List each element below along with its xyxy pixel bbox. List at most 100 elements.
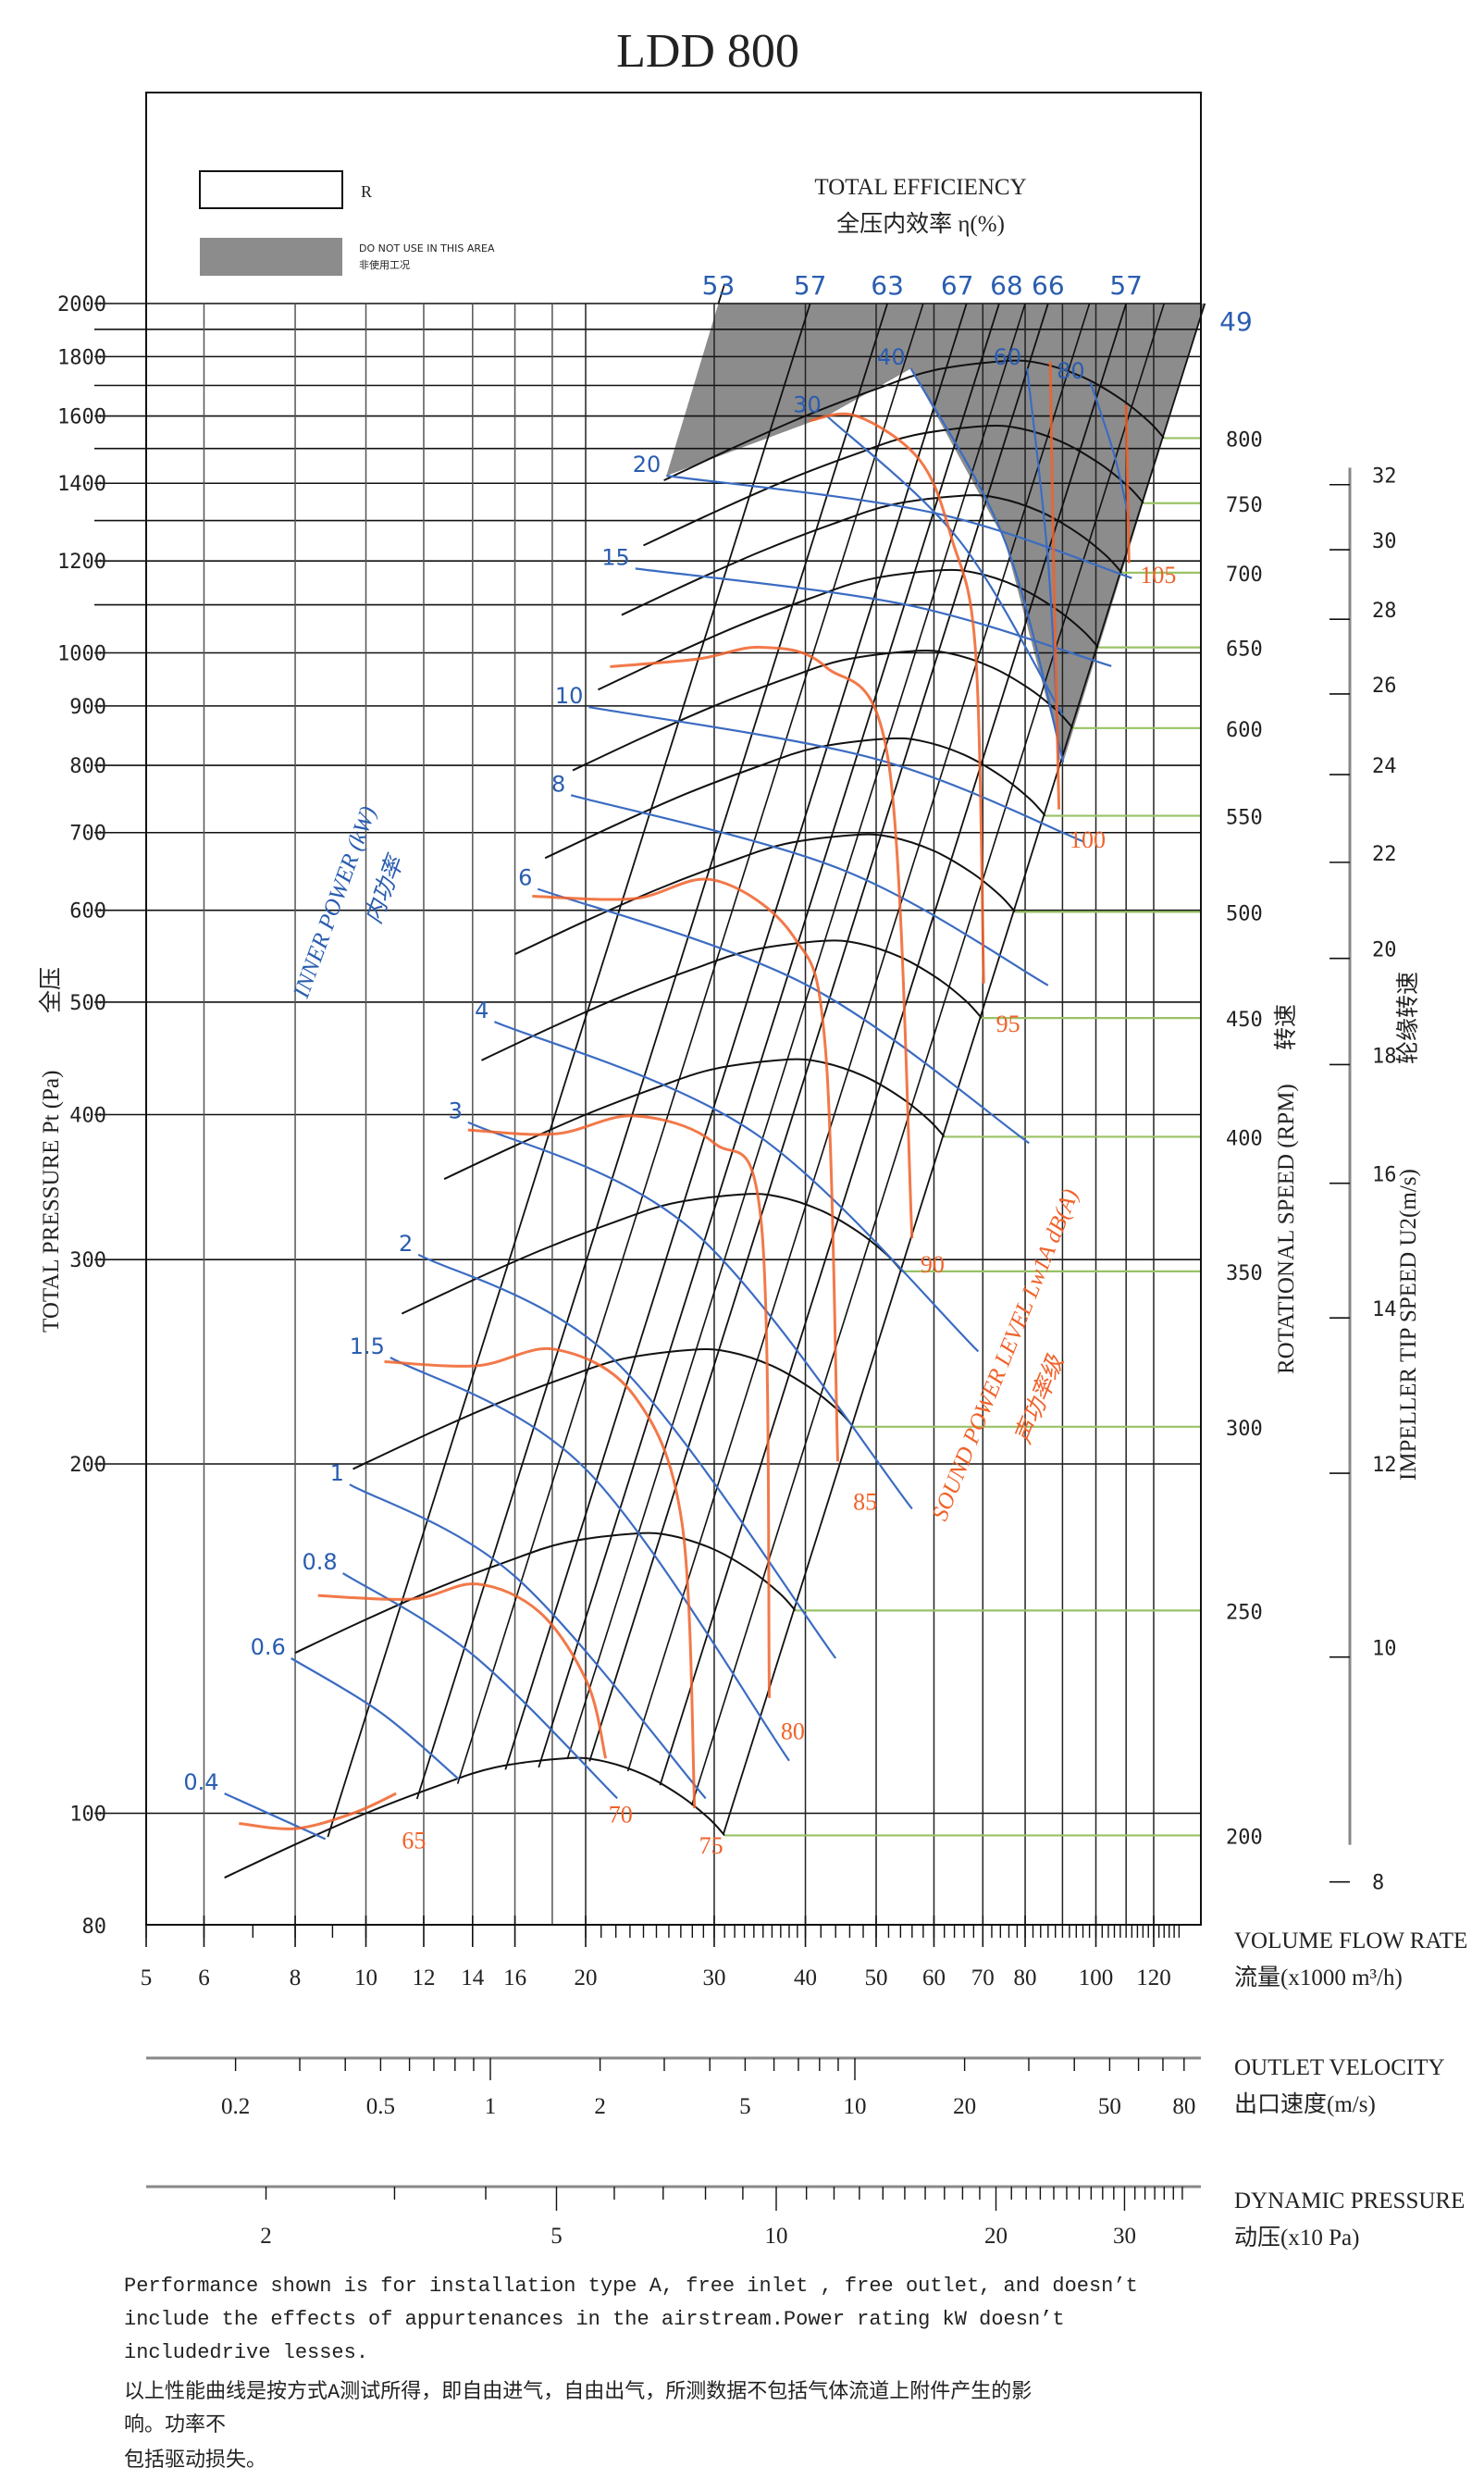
noise-label: 95 — [996, 1011, 1020, 1037]
noise-label: 70 — [609, 1801, 633, 1828]
legend-swatch-forbidden — [200, 238, 342, 276]
x-axis-title-cn: 流量(x1000 m³/h) — [1234, 1965, 1403, 1990]
x-tick-label: 16 — [503, 1965, 526, 1990]
noise-label: 90 — [921, 1251, 945, 1278]
y-tick-label: 1800 — [57, 346, 106, 369]
power-curve-30 — [825, 415, 1064, 716]
tip-speed-tick-label: 32 — [1372, 465, 1397, 489]
efficiency-title-cn: 全压内效率 η(%) — [836, 211, 1005, 237]
tip-speed-tick-label: 14 — [1372, 1298, 1397, 1321]
efficiency-ray — [415, 303, 888, 1800]
rpm-label: 800 — [1226, 428, 1263, 452]
velocity-axis-title-cn: 出口速度(m/s) — [1234, 2091, 1376, 2117]
power-curve-2 — [417, 1253, 837, 1659]
efficiency-ray — [538, 303, 1000, 1768]
x-tick-label: 60 — [922, 1965, 946, 1990]
rpm-label: 450 — [1226, 1009, 1263, 1032]
y-tick-label: 300 — [69, 1249, 106, 1272]
footnote-line: include the effects of appurtenances in … — [124, 2308, 1065, 2331]
y-axis-title: TOTAL PRESSURE Pt (Pa) — [39, 1071, 64, 1333]
tip-speed-axis-title: IMPELLER TIP SPEED U2(m/s) — [1396, 1169, 1421, 1481]
velocity-tick-label: 80 — [1172, 2094, 1195, 2119]
efficiency-label: 57 — [1109, 270, 1143, 301]
velocity-tick-label: 10 — [844, 2094, 867, 2119]
power-label: 6 — [518, 865, 532, 891]
power-curve-4 — [493, 1021, 980, 1353]
tip-speed-tick-label: 12 — [1372, 1454, 1397, 1477]
power-label: 40 — [877, 344, 906, 370]
x-tick-label: 14 — [461, 1965, 485, 1990]
velocity-tick-label: 0.5 — [366, 2094, 395, 2119]
rpm-label: 250 — [1226, 1601, 1263, 1624]
plot-frame — [145, 92, 1202, 1926]
y-axis-title-cn: 全压 — [38, 967, 64, 1013]
power-curve-40 — [909, 367, 1065, 763]
power-label: 30 — [793, 392, 822, 418]
x-tick-label: 20 — [575, 1965, 598, 1990]
x-tick-label: 70 — [971, 1965, 995, 1990]
rpm-label: 550 — [1226, 807, 1263, 830]
tip-speed-tick-label: 22 — [1372, 843, 1397, 866]
y-tick-label: 800 — [69, 755, 106, 778]
power-curve-15 — [635, 567, 1112, 667]
efficiency-label: 67 — [941, 270, 974, 301]
y-tick-label: 700 — [69, 823, 106, 846]
velocity-tick-label: 5 — [739, 2094, 751, 2119]
velocity-axis-title: OUTLET VELOCITY — [1234, 2055, 1445, 2080]
footnote-line: 响。功率不 — [124, 2414, 227, 2437]
y-tick-label: 100 — [69, 1803, 106, 1826]
efficiency-ray — [588, 303, 1049, 1762]
rpm-axis-title-cn: 转速 — [1273, 1004, 1299, 1050]
efficiency-label: 49 — [1219, 306, 1253, 337]
velocity-tick-label: 1 — [485, 2094, 497, 2119]
rpm-label: 700 — [1226, 564, 1263, 587]
power-label: 0.6 — [251, 1634, 286, 1660]
efficiency-ray — [659, 303, 1128, 1786]
efficiency-rays-layer — [327, 283, 1206, 1838]
noise-curve-85 — [532, 877, 839, 1462]
speed-arc-350 — [401, 1193, 903, 1315]
y-tick-label: 1000 — [57, 642, 106, 665]
power-curve-8 — [570, 794, 1049, 986]
efficiency-ray-minor — [690, 303, 1165, 1806]
power-curve-3 — [467, 1121, 913, 1510]
efficiency-ray-minor — [566, 303, 1026, 1760]
power-label: 2 — [399, 1231, 413, 1257]
power-label: 10 — [555, 683, 584, 709]
noise-curve-80 — [467, 1114, 772, 1698]
sound-power-title-cn: 声功率级 — [1010, 1350, 1070, 1447]
footnote-line: 包括驱动损失。 — [124, 2449, 267, 2473]
power-label: 4 — [475, 998, 488, 1023]
speed-arcs-layer — [224, 359, 1201, 1879]
noise-label: 75 — [699, 1832, 723, 1859]
chart-title: LDD 800 — [616, 25, 799, 78]
x-axis-title: VOLUME FLOW RATE — [1234, 1928, 1467, 1953]
power-label: 1.5 — [350, 1333, 385, 1359]
y-tick-label: 1400 — [57, 473, 106, 496]
noise-curve-75 — [384, 1346, 697, 1809]
noise-curve-70 — [317, 1582, 608, 1759]
power-curve-0.8 — [342, 1572, 618, 1800]
tip-speed-tick-label: 28 — [1372, 600, 1397, 623]
x-tick-label: 40 — [794, 1965, 817, 1990]
power-curve-10 — [588, 706, 1083, 843]
power-label: 60 — [994, 344, 1022, 370]
y-tick-label: 1200 — [57, 551, 106, 574]
axes-layer — [145, 92, 1352, 2211]
y-tick-label: 500 — [69, 992, 106, 1015]
inner-power-layer — [224, 367, 1132, 1841]
power-curve-80 — [1089, 381, 1131, 520]
efficiency-ray — [723, 303, 1206, 1835]
efficiency-title: TOTAL EFFICIENCY — [814, 175, 1026, 200]
power-curve-1 — [349, 1483, 707, 1800]
efficiency-label: 66 — [1032, 270, 1065, 301]
power-curve-6 — [537, 887, 1030, 1145]
noise-label: 105 — [1140, 562, 1176, 589]
speed-arc-500 — [514, 833, 1016, 956]
tip-speed-tick-label: 20 — [1372, 939, 1397, 962]
dynamic-pressure-axis-title-cn: 动压(x10 Pa) — [1234, 2226, 1359, 2251]
tip-speed-tick-label: 18 — [1372, 1045, 1397, 1068]
power-curve-0.6 — [291, 1657, 460, 1780]
x-tick-label: 50 — [865, 1965, 888, 1990]
speed-arc-550 — [544, 737, 1046, 860]
